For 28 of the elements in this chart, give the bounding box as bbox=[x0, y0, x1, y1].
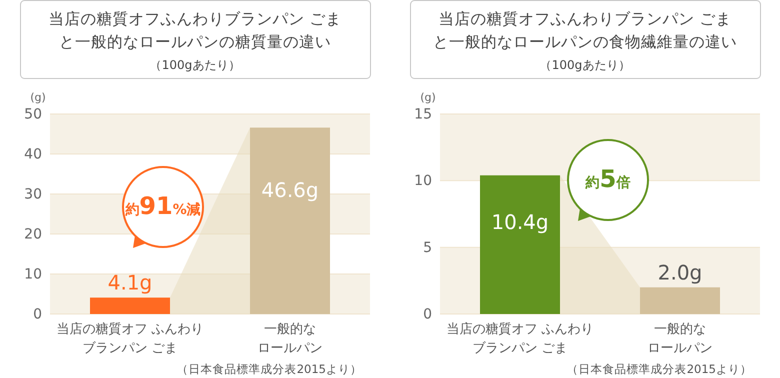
chart-title: 当店の糖質オフふんわりブランパン ごまと一般的なロールパンの糖質量の違い bbox=[48, 10, 342, 51]
chart-subtitle: （100gあたり） bbox=[540, 58, 630, 72]
text: （日本食品標準成分表2015より） bbox=[566, 362, 752, 376]
annotation: 約91%減 bbox=[124, 192, 201, 220]
x-tick-label: 当店の糖質オフ ふんわりブランパン ごま bbox=[446, 321, 594, 356]
chart-title: 当店の糖質オフふんわりブランパン ごまと一般的なロールパンの食物繊維量の違い bbox=[433, 10, 737, 51]
y-axis-title: (g) bbox=[420, 91, 436, 104]
y-tick-label: 0 bbox=[33, 306, 42, 322]
x-tick-label: 一般的なロールパン bbox=[648, 322, 712, 356]
y-tick-label: 10 bbox=[414, 173, 432, 190]
y-tick-label: 10 bbox=[24, 266, 42, 282]
y-tick-label: 30 bbox=[24, 186, 42, 202]
data-label: 10.4g bbox=[491, 210, 549, 234]
y-tick-label: 15 bbox=[414, 106, 432, 122]
x-tick-label: 当店の糖質オフ ふんわりブランパン ごま bbox=[56, 321, 204, 356]
data-label: 4.1g bbox=[108, 270, 152, 295]
y-tick-label: 5 bbox=[423, 240, 432, 256]
y-tick-label: 20 bbox=[24, 226, 42, 242]
y-tick-label: 40 bbox=[24, 146, 42, 162]
y-tick-label: 50 bbox=[24, 106, 42, 122]
data-label: 46.6g bbox=[261, 178, 319, 202]
chart-subtitle: （100gあたり） bbox=[150, 58, 240, 72]
y-tick-label: 0 bbox=[423, 306, 432, 322]
annotation: 約5倍 bbox=[584, 165, 630, 193]
x-tick-label: 一般的なロールパン bbox=[258, 322, 322, 356]
data-label: 2.0g bbox=[658, 260, 702, 284]
y-axis-title: (g) bbox=[30, 91, 46, 104]
text: （日本食品標準成分表2015より） bbox=[176, 362, 362, 376]
